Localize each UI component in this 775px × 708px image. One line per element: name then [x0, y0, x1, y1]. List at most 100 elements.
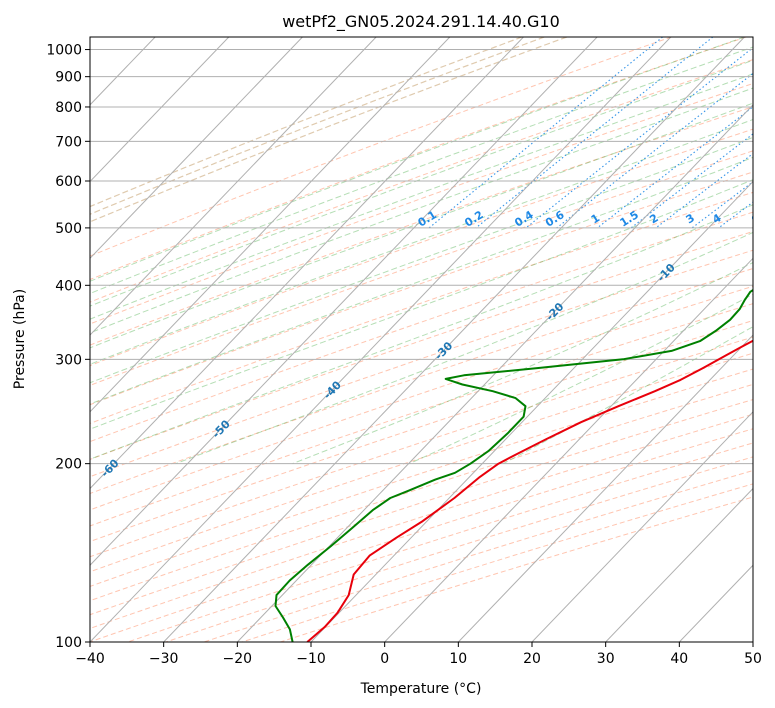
dry-adiabat: [90, 37, 545, 215]
x-axis: −40 −30 −20 −10 0 10 20 30 40 50: [75, 642, 762, 667]
dry-adiabat: [90, 191, 753, 424]
moist-adiabat: [90, 73, 753, 320]
y-tick-label: 1000: [46, 43, 82, 59]
mixing-ratio-label: 6: [749, 211, 763, 226]
x-tick-label: −20: [223, 651, 253, 667]
dry-adiabat: [90, 303, 753, 527]
skewed-isotherm: [531, 411, 753, 642]
skewed-isotherms: [0, 37, 753, 642]
y-tick-label: 600: [55, 174, 82, 190]
y-axis-title: Pressure (hPa): [12, 289, 28, 389]
moist-adiabat: [175, 231, 753, 465]
y-tick-label: 800: [55, 100, 82, 116]
dry-adiabats: [90, 37, 753, 642]
skewed-isotherm: [752, 641, 753, 642]
moist-adiabat: [90, 156, 753, 405]
dry-adiabat: [241, 483, 753, 642]
moist-adiabat: [90, 102, 753, 349]
skewed-isotherm: [90, 37, 377, 336]
skewed-isotherm: [310, 180, 753, 642]
mixing-ratio-line: [475, 37, 714, 229]
plot-area: -100-90-80-70-60-50-40-30-20-10010203040…: [0, 37, 775, 642]
mixing-ratio-label: 3: [684, 211, 697, 226]
mixing-ratio-lines: [428, 37, 775, 229]
dewpoint-line: [274, 288, 753, 642]
pressure-gridlines: [90, 49, 753, 642]
dry-adiabat: [90, 336, 753, 558]
y-tick-label: 200: [55, 457, 82, 473]
skewed-isotherm: [90, 37, 524, 490]
skewed-isotherm: [90, 37, 672, 642]
mixing-ratio-label: 1: [589, 211, 602, 226]
y-tick-label: 300: [55, 352, 82, 368]
dry-adiabat: [90, 352, 753, 573]
moist-adiabat: [90, 118, 753, 365]
dry-adiabat: [90, 82, 753, 325]
skewed-isotherm: [0, 37, 8, 642]
mixing-ratio-label: 0.1: [416, 208, 439, 229]
skewed-isotherm: [457, 334, 753, 642]
dry-adiabat: [90, 37, 747, 281]
x-tick-label: 30: [597, 651, 615, 667]
y-tick-label: 700: [55, 134, 82, 150]
skewed-isotherm: [90, 37, 598, 566]
dry-adiabat: [90, 399, 753, 616]
moist-adiabat: [90, 46, 753, 295]
dry-adiabat: [90, 37, 672, 257]
x-tick-label: 50: [744, 651, 762, 667]
dry-adiabat: [90, 150, 753, 386]
dry-adiabat: [90, 171, 753, 406]
dry-adiabat: [90, 211, 753, 443]
dry-adiabat: [90, 320, 753, 543]
dry-adiabat: [127, 442, 753, 642]
skewed-isotherm: [678, 564, 753, 642]
moist-adiabat: [90, 37, 745, 282]
y-axis: 100 200 300 400 500 600 700 800 900 1000: [46, 43, 90, 651]
skewed-isotherm: [384, 257, 753, 642]
x-tick-label: 10: [449, 651, 467, 667]
y-tick-label: 400: [55, 278, 82, 294]
moist-adiabat: [90, 59, 753, 307]
moist-adiabats: [90, 37, 753, 465]
y-tick-label: 100: [55, 635, 82, 651]
skewed-isotherm: [236, 104, 753, 642]
chart-title: wetPf2_GN05.2024.291.14.40.G10: [282, 12, 560, 32]
dry-adiabat: [165, 456, 753, 642]
temperature-line: [306, 339, 753, 642]
x-tick-label: −40: [75, 651, 105, 667]
mixing-ratio-line: [758, 37, 775, 228]
x-tick-label: 0: [380, 651, 389, 667]
dry-adiabat: [90, 230, 753, 460]
x-tick-label: 40: [670, 651, 688, 667]
dry-adiabat: [90, 106, 753, 346]
skewed-isotherm: [90, 37, 230, 183]
y-tick-label: 900: [55, 70, 82, 86]
mixing-ratio-line: [655, 152, 753, 229]
mixing-ratio-label: 0.4: [512, 208, 536, 230]
dry-adiabat: [90, 267, 753, 495]
moist-adiabat: [90, 204, 753, 460]
dry-adiabat: [90, 368, 753, 587]
plot-frame: [89, 36, 754, 643]
moist-adiabat: [90, 136, 753, 384]
skewed-isotherm: [90, 37, 451, 413]
dry-adiabat: [90, 383, 753, 602]
dry-adiabat: [90, 249, 753, 478]
dry-adiabat: [90, 428, 753, 642]
dry-adiabat: [90, 37, 523, 208]
y-tick-label: 500: [55, 221, 82, 237]
isotherm-label: -70: [0, 496, 11, 520]
dry-adiabat: [90, 285, 753, 511]
x-tick-label: −30: [149, 651, 179, 667]
skewed-isotherm: [90, 37, 303, 260]
profile-lines: [274, 288, 753, 642]
isotherm-label: 0: [770, 226, 775, 241]
skewed-isotherm: [605, 487, 753, 642]
mixing-ratio-label: 1.5: [618, 208, 641, 229]
moist-adiabat: [90, 87, 753, 334]
mixing-ratio-label: 2: [647, 211, 660, 226]
dry-adiabat: [90, 37, 568, 223]
x-tick-label: 20: [523, 651, 541, 667]
x-axis-title: Temperature (°C): [360, 681, 482, 697]
